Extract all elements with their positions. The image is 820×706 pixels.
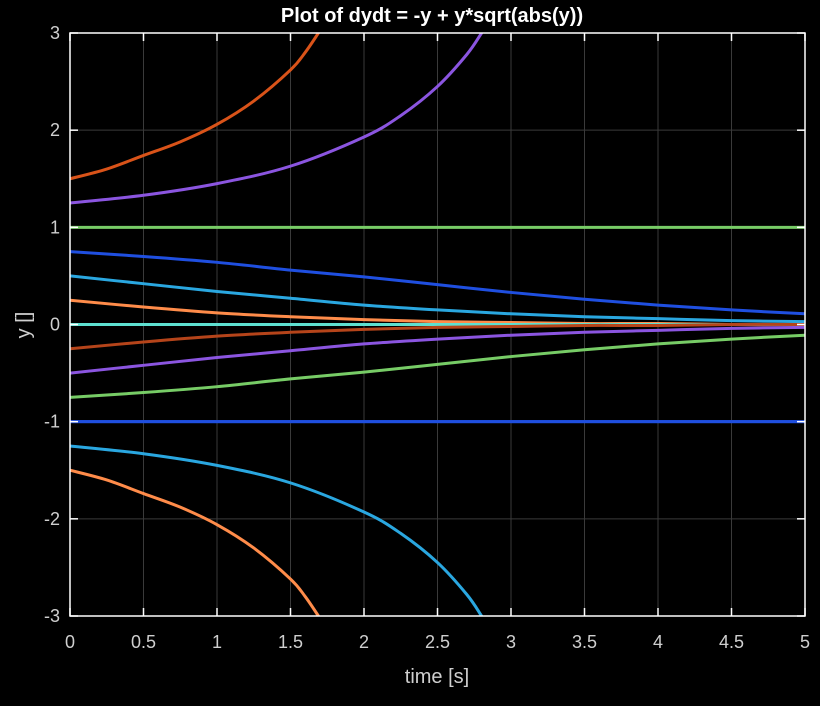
x-tick-label: 5 bbox=[800, 632, 810, 652]
x-tick-label: 4 bbox=[653, 632, 663, 652]
x-tick-label: 2 bbox=[359, 632, 369, 652]
x-tick-label: 0.5 bbox=[131, 632, 156, 652]
series-line-13 bbox=[70, 444, 484, 616]
x-axis-label: time [s] bbox=[405, 666, 469, 688]
series-lines bbox=[70, 33, 805, 616]
series-line-3 bbox=[70, 33, 484, 205]
x-tick-label: 3 bbox=[506, 632, 516, 652]
y-tick-label: 3 bbox=[50, 23, 60, 43]
y-tick-label: -3 bbox=[44, 606, 60, 626]
y-tick-label: -1 bbox=[44, 412, 60, 432]
series-line-9 bbox=[70, 322, 805, 351]
series-line-14 bbox=[70, 468, 320, 616]
series-line-11 bbox=[70, 333, 805, 399]
y-tick-label: 2 bbox=[50, 120, 60, 140]
y-tick-label: 1 bbox=[50, 217, 60, 237]
x-tick-label: 3.5 bbox=[572, 632, 597, 652]
y-axis-label: y [] bbox=[13, 312, 35, 339]
series-line-2 bbox=[70, 33, 320, 181]
y-tick-label: -2 bbox=[44, 509, 60, 529]
chart-title: Plot of dydt = -y + y*sqrt(abs(y)) bbox=[281, 5, 583, 27]
x-tick-label: 1.5 bbox=[278, 632, 303, 652]
x-tick-label: 0 bbox=[65, 632, 75, 652]
y-tick-label: 0 bbox=[50, 315, 60, 335]
axis-ticks: 0 0.5 1 1.5 2 2.5 3 3.5 4 4.5 5 3 2 1 0 -1 -2 -3 bbox=[44, 23, 810, 652]
x-tick-label: 4.5 bbox=[719, 632, 744, 652]
series-line-5 bbox=[70, 250, 805, 316]
x-tick-label: 1 bbox=[212, 632, 222, 652]
x-tick-label: 2.5 bbox=[425, 632, 450, 652]
series-line-10 bbox=[70, 325, 805, 375]
series-line-6 bbox=[70, 274, 805, 324]
